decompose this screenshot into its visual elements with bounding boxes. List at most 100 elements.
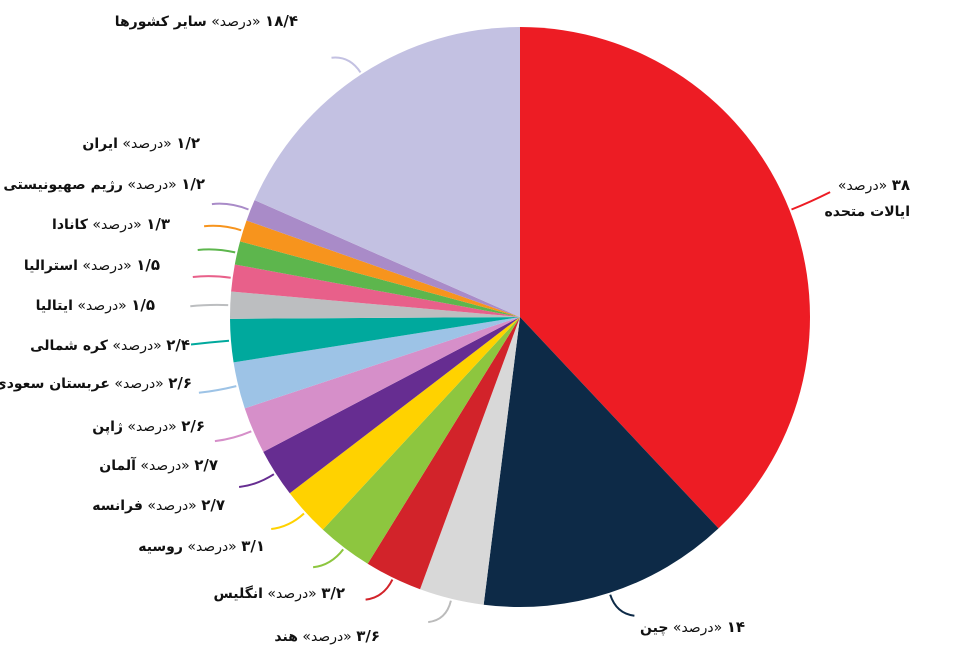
slice-label: ۱/۳ «درصد» کانادا xyxy=(52,215,170,233)
leader-line xyxy=(214,430,252,443)
pie-slice xyxy=(420,317,520,605)
slice-name: ایران xyxy=(82,136,118,152)
slice-label: ۲/۴ «درصد» کره شمالی xyxy=(30,336,190,354)
slice-value: ۲/۶ xyxy=(181,417,205,435)
slice-label: ۱۴ «درصد» چین xyxy=(640,618,745,636)
slice-value: ۲/۷ xyxy=(194,456,218,474)
leader-line xyxy=(190,303,229,308)
slice-label: ۲/۶ «درصد» ژاپن xyxy=(92,417,205,435)
slice-name: رژیم صهیونیستی xyxy=(3,177,123,193)
slice-value: ۱/۳ xyxy=(146,215,170,233)
leader-line xyxy=(428,600,452,624)
slice-value: ۲/۶ xyxy=(168,374,192,392)
slice-label-name: ایالات متحده xyxy=(824,204,910,220)
slice-name: فرانسه xyxy=(92,498,143,514)
leader-line xyxy=(365,579,394,601)
slice-value: ۱/۲ xyxy=(181,175,205,193)
slice-unit: «درصد» xyxy=(207,14,265,30)
slice-value: ۱۴ xyxy=(727,618,745,636)
slice-label: ۱/۵ «درصد» ایتالیا xyxy=(36,296,155,314)
pie-slice xyxy=(244,317,520,452)
pie-slices xyxy=(230,27,811,607)
leader-line xyxy=(197,248,236,254)
pie-slice xyxy=(234,241,521,317)
slice-name: روسیه xyxy=(138,539,183,555)
slice-name: کانادا xyxy=(52,217,89,233)
slice-unit: «درصد» xyxy=(88,217,146,233)
slice-name: ژاپن xyxy=(92,419,123,435)
leader-line xyxy=(312,548,344,569)
slice-name: ایالات متحده xyxy=(824,204,910,220)
pie-slice xyxy=(367,317,520,590)
slice-unit: «درصد» xyxy=(110,376,168,392)
slice-value: ۱/۲ xyxy=(176,134,200,152)
slice-unit: «درصد» xyxy=(73,298,131,314)
slice-unit: «درصد» xyxy=(136,458,194,474)
slice-unit: «درصد» xyxy=(118,136,176,152)
slice-unit: «درصد» xyxy=(298,629,356,645)
slice-name: استرالیا xyxy=(24,258,78,274)
slice-value: ۲/۷ xyxy=(201,496,225,514)
slice-value: ۳۸ xyxy=(892,176,910,194)
slice-unit: «درصد» xyxy=(78,258,136,274)
slice-label: ۱/۲ «درصد» ایران xyxy=(82,134,200,152)
pie-slice xyxy=(240,220,521,317)
slice-label: ۳/۱ «درصد» روسیه xyxy=(138,537,265,555)
slice-name: عربستان سعودی xyxy=(0,376,110,392)
slice-value: ۳/۱ xyxy=(241,537,265,555)
pie-slice xyxy=(483,317,719,607)
slice-labels: ۳۸ «درصد» ایالات متحده ۱۴ «درصد» چین ۳/۶ «… xyxy=(0,12,910,645)
pie-slice xyxy=(230,291,520,319)
slice-unit: «درصد» xyxy=(838,178,892,194)
slice-unit: «درصد» xyxy=(668,620,726,636)
slice-unit: «درصد» xyxy=(143,498,201,514)
pie-slice xyxy=(322,317,520,564)
slice-name: کره شمالی xyxy=(30,338,109,354)
leader-line xyxy=(238,473,275,488)
leader-line xyxy=(791,191,831,211)
slice-label: ۳۸ «درصد» xyxy=(838,176,910,194)
slice-unit: «درصد» xyxy=(108,338,166,354)
pie-slice xyxy=(231,264,520,317)
slice-label: ۱۸/۴ «درصد» سایر کشورها xyxy=(115,12,298,30)
slice-unit: «درصد» xyxy=(183,539,241,555)
leader-line xyxy=(609,594,635,617)
pie-slice xyxy=(254,27,520,317)
leader-line xyxy=(192,275,231,279)
pie-slice xyxy=(246,200,520,317)
pie-slice xyxy=(263,317,520,494)
pie-slice xyxy=(289,317,520,530)
slice-label: ۲/۶ «درصد» عربستان سعودی xyxy=(0,374,192,392)
slice-value: ۲/۴ xyxy=(166,336,190,354)
leader-line xyxy=(211,202,249,211)
slice-name: چین xyxy=(640,620,668,636)
slice-name: انگلیس xyxy=(214,585,263,602)
leader-line xyxy=(190,339,230,346)
leader-line xyxy=(331,56,362,73)
slice-unit: «درصد» xyxy=(123,419,181,435)
slice-label: ۳/۲ «درصد» انگلیس xyxy=(214,584,345,602)
slice-name: هند xyxy=(274,629,298,645)
slice-value: ۱۸/۴ xyxy=(265,12,298,30)
leader-lines xyxy=(190,56,831,624)
leader-line xyxy=(203,224,242,232)
slice-name: ایتالیا xyxy=(36,298,73,314)
slice-value: ۱/۵ xyxy=(136,256,160,274)
slice-name: سایر کشورها xyxy=(115,14,207,30)
slice-label: ۳/۶ «درصد» هند xyxy=(274,627,380,645)
pie-slice xyxy=(520,27,811,529)
slice-value: ۱/۵ xyxy=(131,296,155,314)
leader-line xyxy=(271,512,305,530)
slice-unit: «درصد» xyxy=(263,586,321,602)
pie-slice xyxy=(233,317,520,409)
slice-label: ۱/۵ «درصد» استرالیا xyxy=(24,256,160,274)
slice-label: ۲/۷ «درصد» آلمان xyxy=(99,456,218,474)
slice-label: ۲/۷ «درصد» فرانسه xyxy=(92,496,225,514)
slice-label: ۱/۲ «درصد» رژیم صهیونیستی xyxy=(3,175,205,193)
slice-value: ۳/۶ xyxy=(356,627,380,645)
slice-value: ۳/۲ xyxy=(321,584,345,602)
leader-line xyxy=(198,385,237,394)
slice-unit: «درصد» xyxy=(123,177,181,193)
slice-name: آلمان xyxy=(99,456,137,474)
